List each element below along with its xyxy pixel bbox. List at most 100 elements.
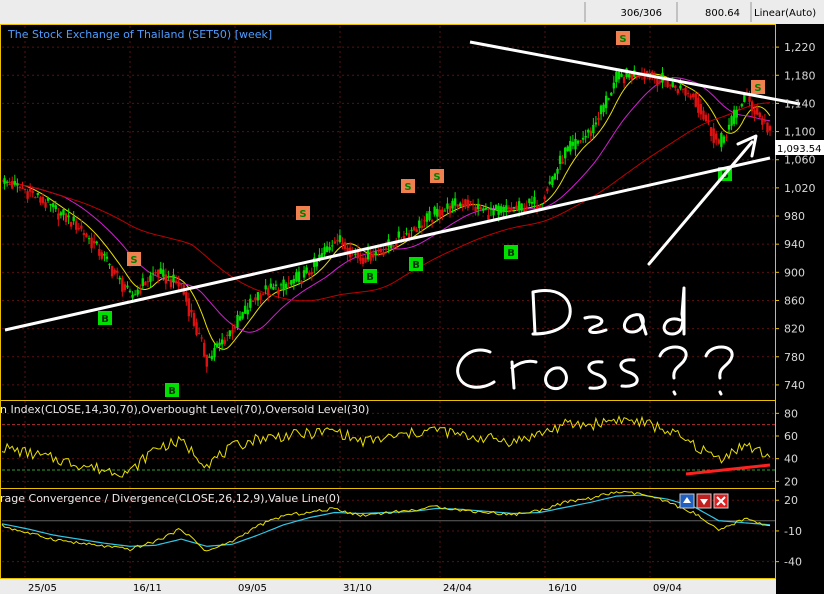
up-candle-body [433, 207, 436, 215]
down-candle-body [341, 242, 344, 245]
up-candle-body [410, 229, 413, 231]
price-y-tick-label: 1,100 [784, 126, 816, 139]
down-candle-body [697, 97, 700, 113]
down-candle-body [277, 289, 280, 295]
ma-long-line [1, 102, 771, 302]
down-candle-body [185, 291, 188, 302]
scale-mode-readout[interactable]: Linear(Auto) [754, 8, 816, 19]
price-y-tick-label: 820 [784, 323, 805, 336]
down-candle-body [174, 280, 178, 284]
macd-indicator [1, 490, 775, 552]
down-candle-body [538, 205, 541, 208]
support-trendline [4, 156, 771, 332]
down-candle-body [333, 241, 336, 244]
down-candle-body [763, 120, 767, 122]
down-candle-body [420, 225, 424, 228]
down-candle-body [753, 110, 756, 115]
price-y-axis: 1,220 1,180 1,140 1,100 1,060 1,020 980 940 900 8… [775, 41, 816, 392]
up-candle-body [428, 211, 431, 220]
ma-mid-line [1, 77, 771, 333]
sell-signal-label: S [299, 209, 306, 220]
down-candle-body [469, 201, 472, 203]
buy-signal-marker [504, 245, 518, 259]
up-candle-body [236, 314, 239, 328]
up-candle-body [602, 104, 605, 113]
up-candle-body [628, 74, 631, 78]
down-candle-body [139, 290, 142, 294]
up-candle-body [551, 176, 554, 186]
up-candle-body [556, 168, 559, 174]
down-candle-body [709, 127, 713, 137]
down-candle-body [187, 298, 191, 317]
down-candle-body [692, 93, 695, 98]
x-tick-label: 16/10 [548, 583, 577, 594]
down-candle-body [761, 118, 764, 125]
price-y-tick-label: 940 [784, 238, 805, 251]
down-candle-body [456, 204, 459, 207]
up-candle-body [141, 278, 144, 287]
up-candle-body [576, 140, 580, 144]
up-candle-body [62, 209, 65, 215]
up-candle-body [220, 339, 224, 345]
up-candle-body [238, 316, 242, 321]
down-candle-body [18, 186, 22, 189]
down-candle-body [415, 229, 418, 233]
down-candle-body [23, 188, 27, 190]
down-candle-body [684, 87, 687, 96]
sell-signal-label: S [754, 83, 761, 94]
down-candle-body [259, 294, 262, 300]
rsi-line [1, 415, 771, 478]
up-candle-body [366, 247, 370, 260]
down-candle-body [382, 252, 385, 256]
close-icon [716, 496, 726, 506]
down-candle-body [233, 326, 237, 329]
buy-signal-marker [165, 383, 179, 397]
down-candle-body [651, 71, 654, 77]
price-y-tick-label: 1,220 [784, 41, 816, 54]
down-candle-body [21, 187, 24, 189]
up-candle-body [133, 294, 137, 296]
up-candle-body [564, 147, 567, 159]
down-candle-body [57, 213, 60, 220]
rsi-y-tick-label: 60 [784, 430, 798, 443]
down-candle-body [525, 206, 528, 209]
down-candle-body [653, 78, 656, 80]
up-candle-body [338, 235, 342, 243]
buy-signal-label: B [412, 260, 420, 271]
down-candle-body [648, 75, 651, 80]
up-candle-body [587, 129, 590, 133]
down-candle-body [197, 332, 201, 334]
price-readout: 800.64 [705, 8, 740, 19]
buy-signal-marker [98, 311, 112, 325]
price-y-tick-label: 860 [784, 294, 805, 307]
up-candle-body [520, 203, 523, 211]
macd-panel-title: rage Convergence / Divergence(CLOSE,26,1… [0, 492, 340, 505]
down-candle-body [231, 329, 234, 334]
up-candle-body [328, 247, 331, 251]
up-candle-body [604, 95, 608, 109]
up-candle-body [67, 215, 70, 218]
down-candle-body [738, 108, 741, 110]
down-candle-body [461, 204, 464, 207]
down-candle-body [704, 114, 708, 122]
up-candle-body [443, 210, 447, 212]
up-candle-body [244, 305, 247, 314]
up-candle-body [210, 355, 214, 360]
price-y-tick-label: 1,140 [784, 97, 816, 110]
down-candle-body [694, 93, 697, 107]
up-candle-body [497, 205, 500, 215]
up-candle-body [492, 209, 495, 216]
down-candle-body [756, 108, 759, 115]
macd-y-tick-label: 20 [784, 494, 798, 507]
buy-signal-marker [363, 269, 377, 283]
down-candle-body [359, 257, 362, 261]
up-candle-body [571, 141, 575, 146]
x-tick-label: 25/05 [28, 583, 57, 594]
up-candle-body [566, 146, 569, 151]
down-candle-body [758, 112, 761, 118]
rsi-y-tick-label: 40 [784, 453, 798, 466]
rsi-y-tick-label: 80 [784, 407, 798, 420]
up-candle-body [505, 205, 508, 211]
x-tick-label: 31/10 [343, 583, 372, 594]
